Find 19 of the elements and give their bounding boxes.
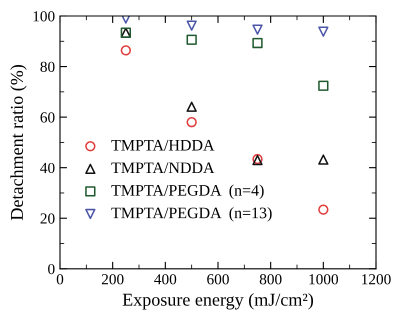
y-tick-label: 100 xyxy=(34,11,55,22)
legend-label: TMPTA/PEGDA (n=4) xyxy=(111,184,264,199)
legend-label: TMPTA/PEGDA (n=13) xyxy=(111,207,272,222)
y-tick-label: 60 xyxy=(40,112,55,123)
x-tick-label: 400 xyxy=(154,274,176,284)
x-tick-label: 600 xyxy=(207,274,229,284)
x-tick-label: 800 xyxy=(260,274,282,284)
y-axis-title: Detachment ratio (%) xyxy=(10,64,27,220)
x-tick-label: 1000 xyxy=(309,274,338,284)
x-tick-label: 0 xyxy=(56,274,64,284)
x-tick-label: 200 xyxy=(102,274,124,284)
y-tick-label: 0 xyxy=(48,264,55,274)
y-tick-label: 20 xyxy=(40,213,55,224)
y-tick-label: 80 xyxy=(40,62,55,72)
legend-label: TMPTA/NDDA xyxy=(111,162,214,174)
x-tick-label: 1200 xyxy=(362,274,391,284)
y-tick-label: 40 xyxy=(40,162,55,174)
legend-label: TMPTA/HDDA xyxy=(111,140,214,151)
x-axis-title: Exposure energy (mJ/cm²) xyxy=(122,293,314,310)
